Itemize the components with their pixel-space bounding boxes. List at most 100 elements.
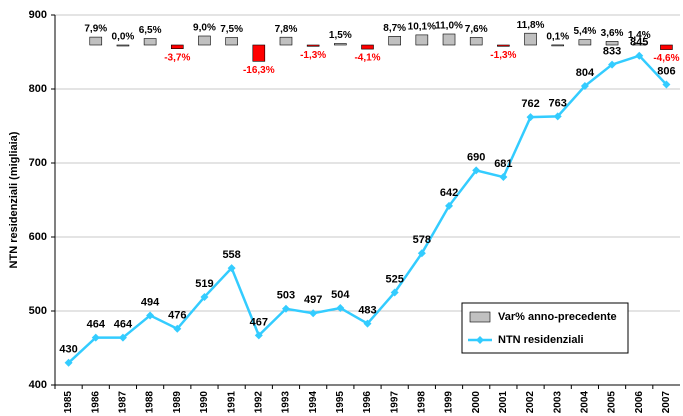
point-value-label: 806 [657,65,675,77]
point-value-label: 525 [385,273,403,285]
point-value-label: 681 [494,158,512,170]
bar [632,43,646,46]
point-value-label: 430 [59,344,77,356]
x-tick-label: 1989 [172,391,183,414]
point-value-label: 504 [331,289,350,301]
bar-value-label: 7,8% [275,24,298,35]
x-tick-label: 1985 [63,391,74,414]
point [390,288,399,297]
bar [279,36,293,46]
point [662,80,671,89]
point-value-label: 467 [250,316,268,328]
point [580,82,589,91]
point-value-label: 476 [168,310,186,322]
point-value-label: 483 [358,304,376,316]
bar-value-label: 11,0% [435,21,463,32]
bar-value-label: 10,1% [408,22,436,33]
bar-value-label: 0,1% [546,32,569,43]
legend-marker [476,336,484,344]
bar-value-label: -4,1% [354,53,380,64]
x-tick-label: 1993 [281,391,292,414]
point [417,249,426,258]
y-tick-label: 600 [29,231,47,243]
bar-value-label: 8,7% [383,23,406,34]
bar [116,44,130,47]
point-value-label: 503 [277,290,295,302]
bar-value-label: -1,3% [490,50,516,61]
x-tick-label: 2005 [607,391,618,414]
point-value-label: 558 [222,249,240,261]
x-tick-label: 2006 [634,391,645,414]
bar [469,37,483,46]
legend-box [461,302,629,354]
point [118,333,127,342]
point [553,112,562,121]
y-axis-label: NTN residenziali (migliaia) [8,131,20,268]
legend-label: Var% anno-precedente [498,311,617,323]
bar-value-label: 6,5% [139,25,162,36]
y-tick-label: 700 [29,157,47,169]
bar [497,44,510,47]
x-tick-label: 1994 [308,391,319,414]
x-tick-label: 1990 [199,391,210,414]
bar-value-label: 7,9% [84,24,107,35]
x-tick-label: 1999 [444,391,455,414]
point [281,304,290,313]
point [173,324,182,333]
point [91,333,100,342]
point [608,60,617,69]
bar-value-label: 0,0% [112,32,135,43]
bar [605,41,619,46]
x-tick-label: 2007 [661,391,672,414]
x-tick-label: 1996 [362,391,373,414]
bar [578,39,592,46]
point [309,309,318,318]
y-tick-label: 500 [29,305,47,317]
bar [306,44,320,47]
bar-value-label: 9,0% [193,23,216,34]
point-value-label: 519 [195,278,213,290]
bar [415,34,429,46]
x-tick-label: 1992 [253,391,264,414]
point-value-label: 494 [141,296,160,308]
y-tick-label: 400 [29,379,47,391]
legend-label: NTN residenziali [498,334,584,346]
x-tick-label: 2001 [498,391,509,414]
point [445,201,454,210]
bar [225,37,238,46]
x-tick-label: 1987 [118,391,129,414]
point [336,304,345,313]
point [227,264,236,273]
point-value-label: 642 [440,187,458,199]
bar-value-label: 7,6% [465,24,488,35]
bar-value-label: 3,6% [601,28,624,39]
point-value-label: 690 [467,151,485,163]
point [635,51,644,60]
point [363,319,372,328]
bar [388,35,401,46]
bar-value-label: -16,3% [243,65,275,76]
point [146,311,155,320]
bar [252,44,266,62]
x-tick-label: 1998 [416,391,427,414]
point [64,358,73,367]
bar [334,43,347,46]
x-tick-label: 1995 [335,391,346,414]
bar [361,44,374,50]
point-value-label: 464 [114,319,133,331]
x-tick-label: 2004 [580,391,591,414]
x-tick-label: 1986 [90,391,101,414]
point-value-label: 763 [549,97,567,109]
bar-value-label: 11,8% [517,20,545,31]
point-value-label: 833 [603,45,621,57]
point-value-label: 497 [304,294,322,306]
bar [198,35,211,46]
point-value-label: 578 [413,234,431,246]
bar-value-label: -1,3% [300,50,326,61]
bar-value-label: -3,7% [164,52,190,63]
point [499,173,508,182]
point [254,331,263,340]
x-tick-label: 2003 [552,391,563,414]
bar-value-label: 5,4% [573,26,596,37]
